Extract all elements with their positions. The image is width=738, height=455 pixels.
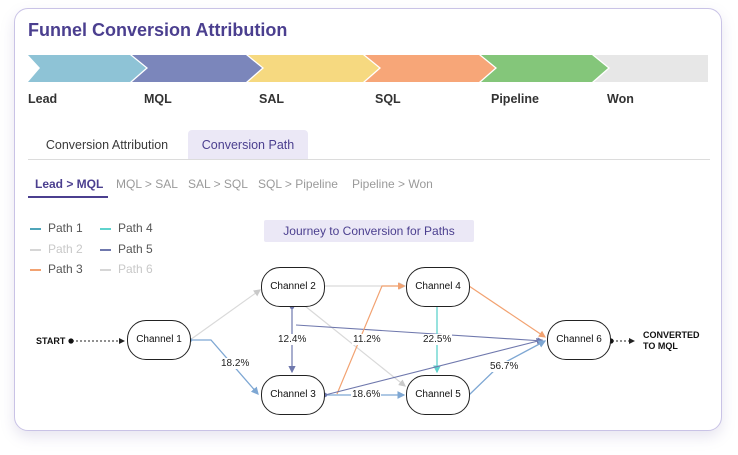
stage-label-sql: SQL bbox=[375, 92, 401, 106]
tab-conversion-path[interactable]: Conversion Path bbox=[188, 130, 308, 160]
edge-ch3-ch4 bbox=[336, 282, 406, 395]
node-channel-1[interactable]: Channel 1 bbox=[127, 320, 191, 360]
start-label: START bbox=[36, 336, 66, 346]
legend-swatch bbox=[30, 248, 41, 251]
legend-label: Path 4 bbox=[118, 221, 153, 235]
node-channel-6[interactable]: Channel 6 bbox=[547, 320, 611, 360]
node-channel-4[interactable]: Channel 4 bbox=[406, 267, 470, 307]
funnel-stage-lead[interactable] bbox=[28, 55, 146, 82]
legend-swatch bbox=[30, 268, 41, 271]
start-dot bbox=[68, 338, 74, 344]
legend-swatch bbox=[100, 268, 111, 271]
stage-label-pipeline: Pipeline bbox=[491, 92, 539, 106]
funnel-stage-mql[interactable] bbox=[132, 55, 262, 82]
legend-label: Path 2 bbox=[48, 242, 83, 256]
legend-swatch bbox=[30, 227, 41, 230]
legend-label: Path 5 bbox=[118, 242, 153, 256]
funnel-stage-sal[interactable] bbox=[248, 55, 379, 82]
pct-ch3-ch5: 18.6% bbox=[351, 389, 382, 400]
subtab-lead-mql[interactable]: Lead > MQL bbox=[35, 177, 104, 191]
edge-ch2-ch6 bbox=[295, 324, 545, 344]
legend-path-5[interactable]: Path 5 bbox=[100, 242, 153, 256]
subtab-sal-sql[interactable]: SAL > SQL bbox=[188, 177, 248, 191]
legend-path-2[interactable]: Path 2 bbox=[30, 242, 83, 256]
stage-label-mql: MQL bbox=[144, 92, 172, 106]
subtab-sql-pipeline[interactable]: SQL > Pipeline bbox=[258, 177, 338, 191]
end-label-line1: CONVERTED bbox=[643, 330, 700, 340]
legend-label: Path 1 bbox=[48, 221, 83, 235]
legend-swatch bbox=[100, 248, 111, 251]
stage-label-sal: SAL bbox=[259, 92, 284, 106]
funnel-stage-sql[interactable] bbox=[365, 55, 495, 82]
legend-label: Path 3 bbox=[48, 262, 83, 276]
legend-path-1[interactable]: Path 1 bbox=[30, 221, 83, 235]
edge-ch3-ch6 bbox=[324, 338, 544, 396]
tab-conversion-attribution[interactable]: Conversion Attribution bbox=[45, 138, 169, 152]
node-channel-2[interactable]: Channel 2 bbox=[261, 267, 325, 307]
edge-ch1-ch3 bbox=[190, 339, 259, 395]
pct-ch5-ch6: 56.7% bbox=[489, 361, 520, 372]
legend-path-6[interactable]: Path 6 bbox=[100, 262, 153, 276]
stage-label-won: Won bbox=[607, 92, 634, 106]
end-label-line2: TO MQL bbox=[643, 341, 678, 351]
tabs-divider bbox=[28, 159, 710, 160]
subtab-active-underline bbox=[28, 196, 108, 198]
funnel-stage-pipeline[interactable] bbox=[481, 55, 608, 82]
legend-path-4[interactable]: Path 4 bbox=[100, 221, 153, 235]
pct-ch3-ch4: 11.2% bbox=[352, 334, 382, 345]
diagram-title: Journey to Conversion for Paths bbox=[264, 220, 474, 242]
legend-swatch bbox=[100, 227, 111, 230]
legend-path-3[interactable]: Path 3 bbox=[30, 262, 83, 276]
pct-ch2-ch3: 12.4% bbox=[277, 334, 308, 345]
subtab-mql-sal[interactable]: MQL > SAL bbox=[116, 177, 178, 191]
node-channel-3[interactable]: Channel 3 bbox=[261, 375, 325, 415]
node-channel-5[interactable]: Channel 5 bbox=[406, 375, 470, 415]
pct-ch4-ch5: 22.5% bbox=[422, 334, 453, 345]
page-title: Funnel Conversion Attribution bbox=[28, 20, 288, 40]
pct-ch1-ch3: 18.2% bbox=[220, 358, 251, 369]
funnel-stage-won[interactable] bbox=[594, 55, 708, 82]
edge-ch1-ch2 bbox=[189, 289, 261, 341]
subtab-pipeline-won[interactable]: Pipeline > Won bbox=[352, 177, 433, 191]
edge-ch4-ch6 bbox=[468, 285, 546, 338]
legend-label: Path 6 bbox=[118, 262, 153, 276]
stage-label-lead: Lead bbox=[28, 92, 58, 106]
edge-ch2-ch5-gray bbox=[304, 305, 406, 387]
